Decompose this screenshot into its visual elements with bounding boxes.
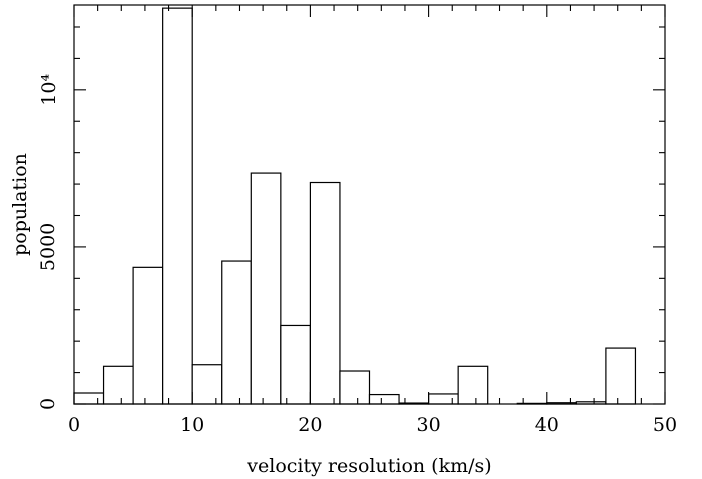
histogram-bar-0 xyxy=(73,392,105,405)
histogram-bars xyxy=(73,7,637,405)
x-tick-label: 0 xyxy=(68,414,80,436)
y-tick-label: 10⁴ xyxy=(38,74,60,106)
histogram-bar-2 xyxy=(132,266,164,405)
x-tick-label: 30 xyxy=(417,414,441,436)
histogram-bar-6 xyxy=(250,172,282,405)
x-tick-label: 20 xyxy=(298,414,322,436)
axis-ticks xyxy=(73,5,666,405)
histogram-bar-9 xyxy=(339,370,371,405)
axis-tick-labels: 0 10 20 30 40 50 0 5000 10⁴ xyxy=(37,74,677,436)
histogram-bar-13 xyxy=(457,365,489,405)
histogram-bar-5 xyxy=(221,260,252,405)
x-tick-label: 40 xyxy=(535,414,559,436)
y-axis-title: population xyxy=(9,153,31,256)
x-tick-label: 50 xyxy=(653,414,677,436)
histogram-bar-8 xyxy=(309,181,341,405)
y-tick-label: 0 xyxy=(37,398,59,410)
histogram-bar-18 xyxy=(605,347,637,405)
histogram-bar-7 xyxy=(280,324,312,405)
y-tick-label: 5000 xyxy=(37,223,59,271)
plot-frame xyxy=(73,4,666,405)
x-tick-label: 10 xyxy=(180,414,204,436)
x-axis-title: velocity resolution (km/s) xyxy=(246,455,491,477)
histogram-bar-12 xyxy=(428,393,459,405)
histogram-bar-3 xyxy=(162,7,193,405)
histogram-bar-4 xyxy=(191,364,223,405)
histogram-bar-10 xyxy=(368,393,400,405)
histogram-bar-1 xyxy=(102,365,134,405)
